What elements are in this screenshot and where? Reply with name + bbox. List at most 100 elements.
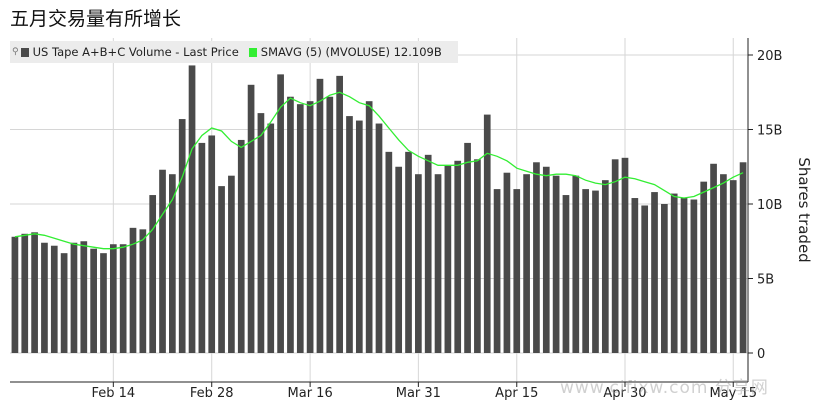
volume-bar [50, 245, 58, 353]
volume-bar [710, 163, 717, 353]
volume-bar [100, 253, 107, 353]
legend-label-volume: US Tape A+B+C Volume - Last Price [32, 45, 239, 59]
volume-bar [444, 165, 452, 353]
volume-bar [454, 160, 462, 353]
legend-item-volume: US Tape A+B+C Volume - Last Price [20, 45, 239, 59]
volume-bar [365, 101, 373, 353]
volume-bar [228, 175, 235, 353]
x-tick-label: Mar 31 [396, 386, 441, 401]
volume-bar [31, 232, 38, 353]
volume-bar [41, 242, 48, 353]
volume-bar [493, 189, 501, 353]
volume-bar [533, 162, 540, 353]
volume-bar [149, 195, 157, 353]
volume-bar [720, 174, 727, 353]
volume-bar [119, 244, 127, 353]
volume-bar [474, 159, 481, 353]
volume-bar [483, 114, 491, 353]
y-tick-label: 10B [757, 198, 782, 213]
x-tick-label: Mar 16 [288, 386, 333, 401]
volume-bar [109, 244, 117, 353]
volume-bar [661, 204, 668, 353]
volume-bar [218, 186, 225, 353]
sma-line-path [14, 91, 744, 250]
volume-bar [611, 159, 619, 353]
axes: 0 5B 10B 15B 20B Feb 14 Feb 28 Mar 16 Mar 31 Apr … [10, 38, 813, 401]
y-tick-label: 15B [757, 124, 782, 139]
volume-bar [739, 162, 747, 353]
volume-bar [11, 236, 19, 353]
volume-bar [346, 116, 353, 353]
x-tick-label: Apr 30 [603, 386, 646, 401]
volume-bar [415, 174, 422, 353]
volume-bar [621, 157, 629, 353]
volume-bar [316, 78, 324, 353]
volume-bar [178, 119, 186, 353]
volume-bar [631, 198, 639, 353]
y-tick-label: 20B [757, 49, 782, 64]
volume-bar [188, 65, 196, 354]
volume-bar [670, 193, 678, 353]
legend-swatch-smavg [248, 47, 257, 57]
volume-bar [562, 195, 570, 353]
volume-bar [582, 189, 589, 353]
volume-bar [601, 180, 609, 353]
volume-bar [208, 135, 216, 353]
x-tick-label: May 15 [709, 386, 757, 401]
volume-bar [395, 166, 403, 353]
volume-bar [80, 241, 88, 353]
legend-label-smavg: SMAVG (5) (MVOLUSE) 12.109B [260, 45, 442, 59]
volume-bar [405, 151, 412, 353]
y-axis-title: Shares traded [795, 157, 813, 262]
volume-bar [287, 96, 294, 353]
volume-bar [237, 139, 245, 353]
x-tick-label: Feb 28 [190, 386, 234, 401]
volume-bar [729, 180, 737, 353]
volume-bar [247, 84, 255, 354]
legend-swatch-volume [20, 47, 29, 57]
volume-bar [306, 101, 314, 353]
volume-bar [513, 189, 521, 353]
volume-bar [434, 174, 442, 353]
legend: ⚲ US Tape A+B+C Volume - Last Price SMAV… [10, 41, 458, 63]
volume-bar [592, 190, 599, 353]
volume-bar [424, 154, 432, 353]
volume-bar [552, 175, 560, 353]
volume-bar [700, 181, 708, 353]
y-tick-label: 0 [757, 347, 765, 362]
watermark: www.cifixw.com 分享网 [560, 378, 769, 398]
volume-bar [326, 96, 334, 353]
sma-line [14, 91, 744, 250]
volume-bar [651, 192, 658, 353]
volume-bar [464, 142, 471, 353]
volume-bar [90, 248, 97, 353]
y-tick-label: 5B [757, 273, 774, 288]
volume-bars [11, 65, 747, 354]
volume-bar [375, 123, 383, 353]
volume-bar [129, 227, 137, 353]
volume-bar [680, 198, 688, 353]
x-tick-label: Apr 15 [495, 386, 538, 401]
volume-bar [70, 242, 78, 353]
volume-bar [267, 123, 275, 353]
legend-item-smavg: SMAVG (5) (MVOLUSE) 12.109B [248, 45, 442, 59]
volume-bar [355, 120, 363, 353]
volume-bar [336, 75, 343, 354]
x-tick-label: Feb 14 [91, 386, 135, 401]
volume-bar [385, 151, 393, 353]
volume-bar [523, 174, 530, 353]
pin-icon: ⚲ [12, 47, 19, 57]
volume-bar [139, 229, 147, 353]
volume-bar [296, 104, 304, 353]
volume-bar [503, 172, 511, 353]
chart-title: 五月交易量有所增长 [10, 8, 182, 30]
volume-bar [277, 74, 284, 354]
volume-bar [60, 253, 68, 353]
volume-bar [198, 142, 206, 353]
volume-bar [542, 166, 550, 353]
volume-bar [572, 175, 580, 353]
volume-bar [641, 205, 649, 353]
volume-bar [169, 174, 176, 353]
volume-bar [159, 169, 166, 353]
